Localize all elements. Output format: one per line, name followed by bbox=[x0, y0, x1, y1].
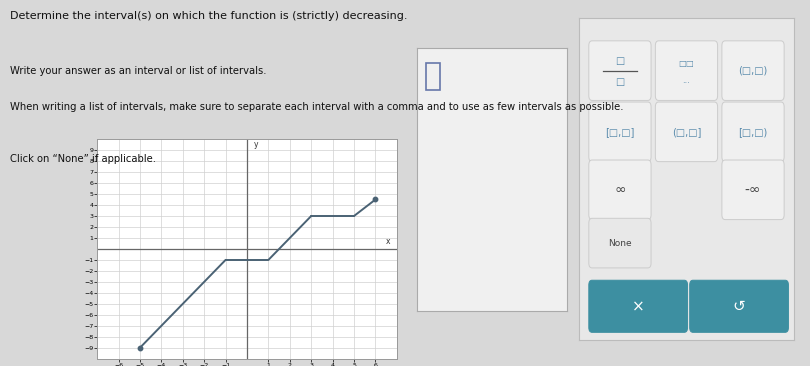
FancyBboxPatch shape bbox=[722, 102, 784, 162]
Text: ∞: ∞ bbox=[614, 183, 625, 197]
Text: □□: □□ bbox=[679, 59, 694, 68]
FancyBboxPatch shape bbox=[589, 102, 651, 162]
FancyBboxPatch shape bbox=[722, 41, 784, 100]
FancyBboxPatch shape bbox=[589, 160, 651, 220]
Text: x: x bbox=[386, 238, 390, 246]
FancyBboxPatch shape bbox=[589, 280, 688, 332]
FancyBboxPatch shape bbox=[689, 280, 788, 332]
Bar bbox=[426, 63, 440, 90]
Text: [□,□]: [□,□] bbox=[605, 127, 634, 137]
FancyBboxPatch shape bbox=[722, 160, 784, 220]
Text: ...: ... bbox=[683, 76, 690, 85]
Text: When writing a list of intervals, make sure to separate each interval with a com: When writing a list of intervals, make s… bbox=[10, 102, 623, 112]
Text: □: □ bbox=[616, 76, 625, 87]
FancyBboxPatch shape bbox=[655, 41, 718, 100]
Text: Click on “None” if applicable.: Click on “None” if applicable. bbox=[10, 154, 156, 164]
Text: ↺: ↺ bbox=[733, 299, 745, 314]
FancyBboxPatch shape bbox=[655, 102, 718, 162]
Text: □: □ bbox=[616, 56, 625, 66]
Text: y: y bbox=[254, 140, 258, 149]
Text: None: None bbox=[608, 239, 632, 248]
Text: (□,□): (□,□) bbox=[739, 66, 768, 76]
Text: Determine the interval(s) on which the function is (strictly) decreasing.: Determine the interval(s) on which the f… bbox=[10, 11, 407, 21]
FancyBboxPatch shape bbox=[589, 218, 651, 268]
Text: ×: × bbox=[632, 299, 645, 314]
Text: [□,□): [□,□) bbox=[739, 127, 768, 137]
Text: Write your answer as an interval or list of intervals.: Write your answer as an interval or list… bbox=[10, 66, 266, 76]
FancyBboxPatch shape bbox=[589, 41, 651, 100]
Text: -∞: -∞ bbox=[745, 183, 761, 197]
Text: (□,□]: (□,□] bbox=[671, 127, 701, 137]
